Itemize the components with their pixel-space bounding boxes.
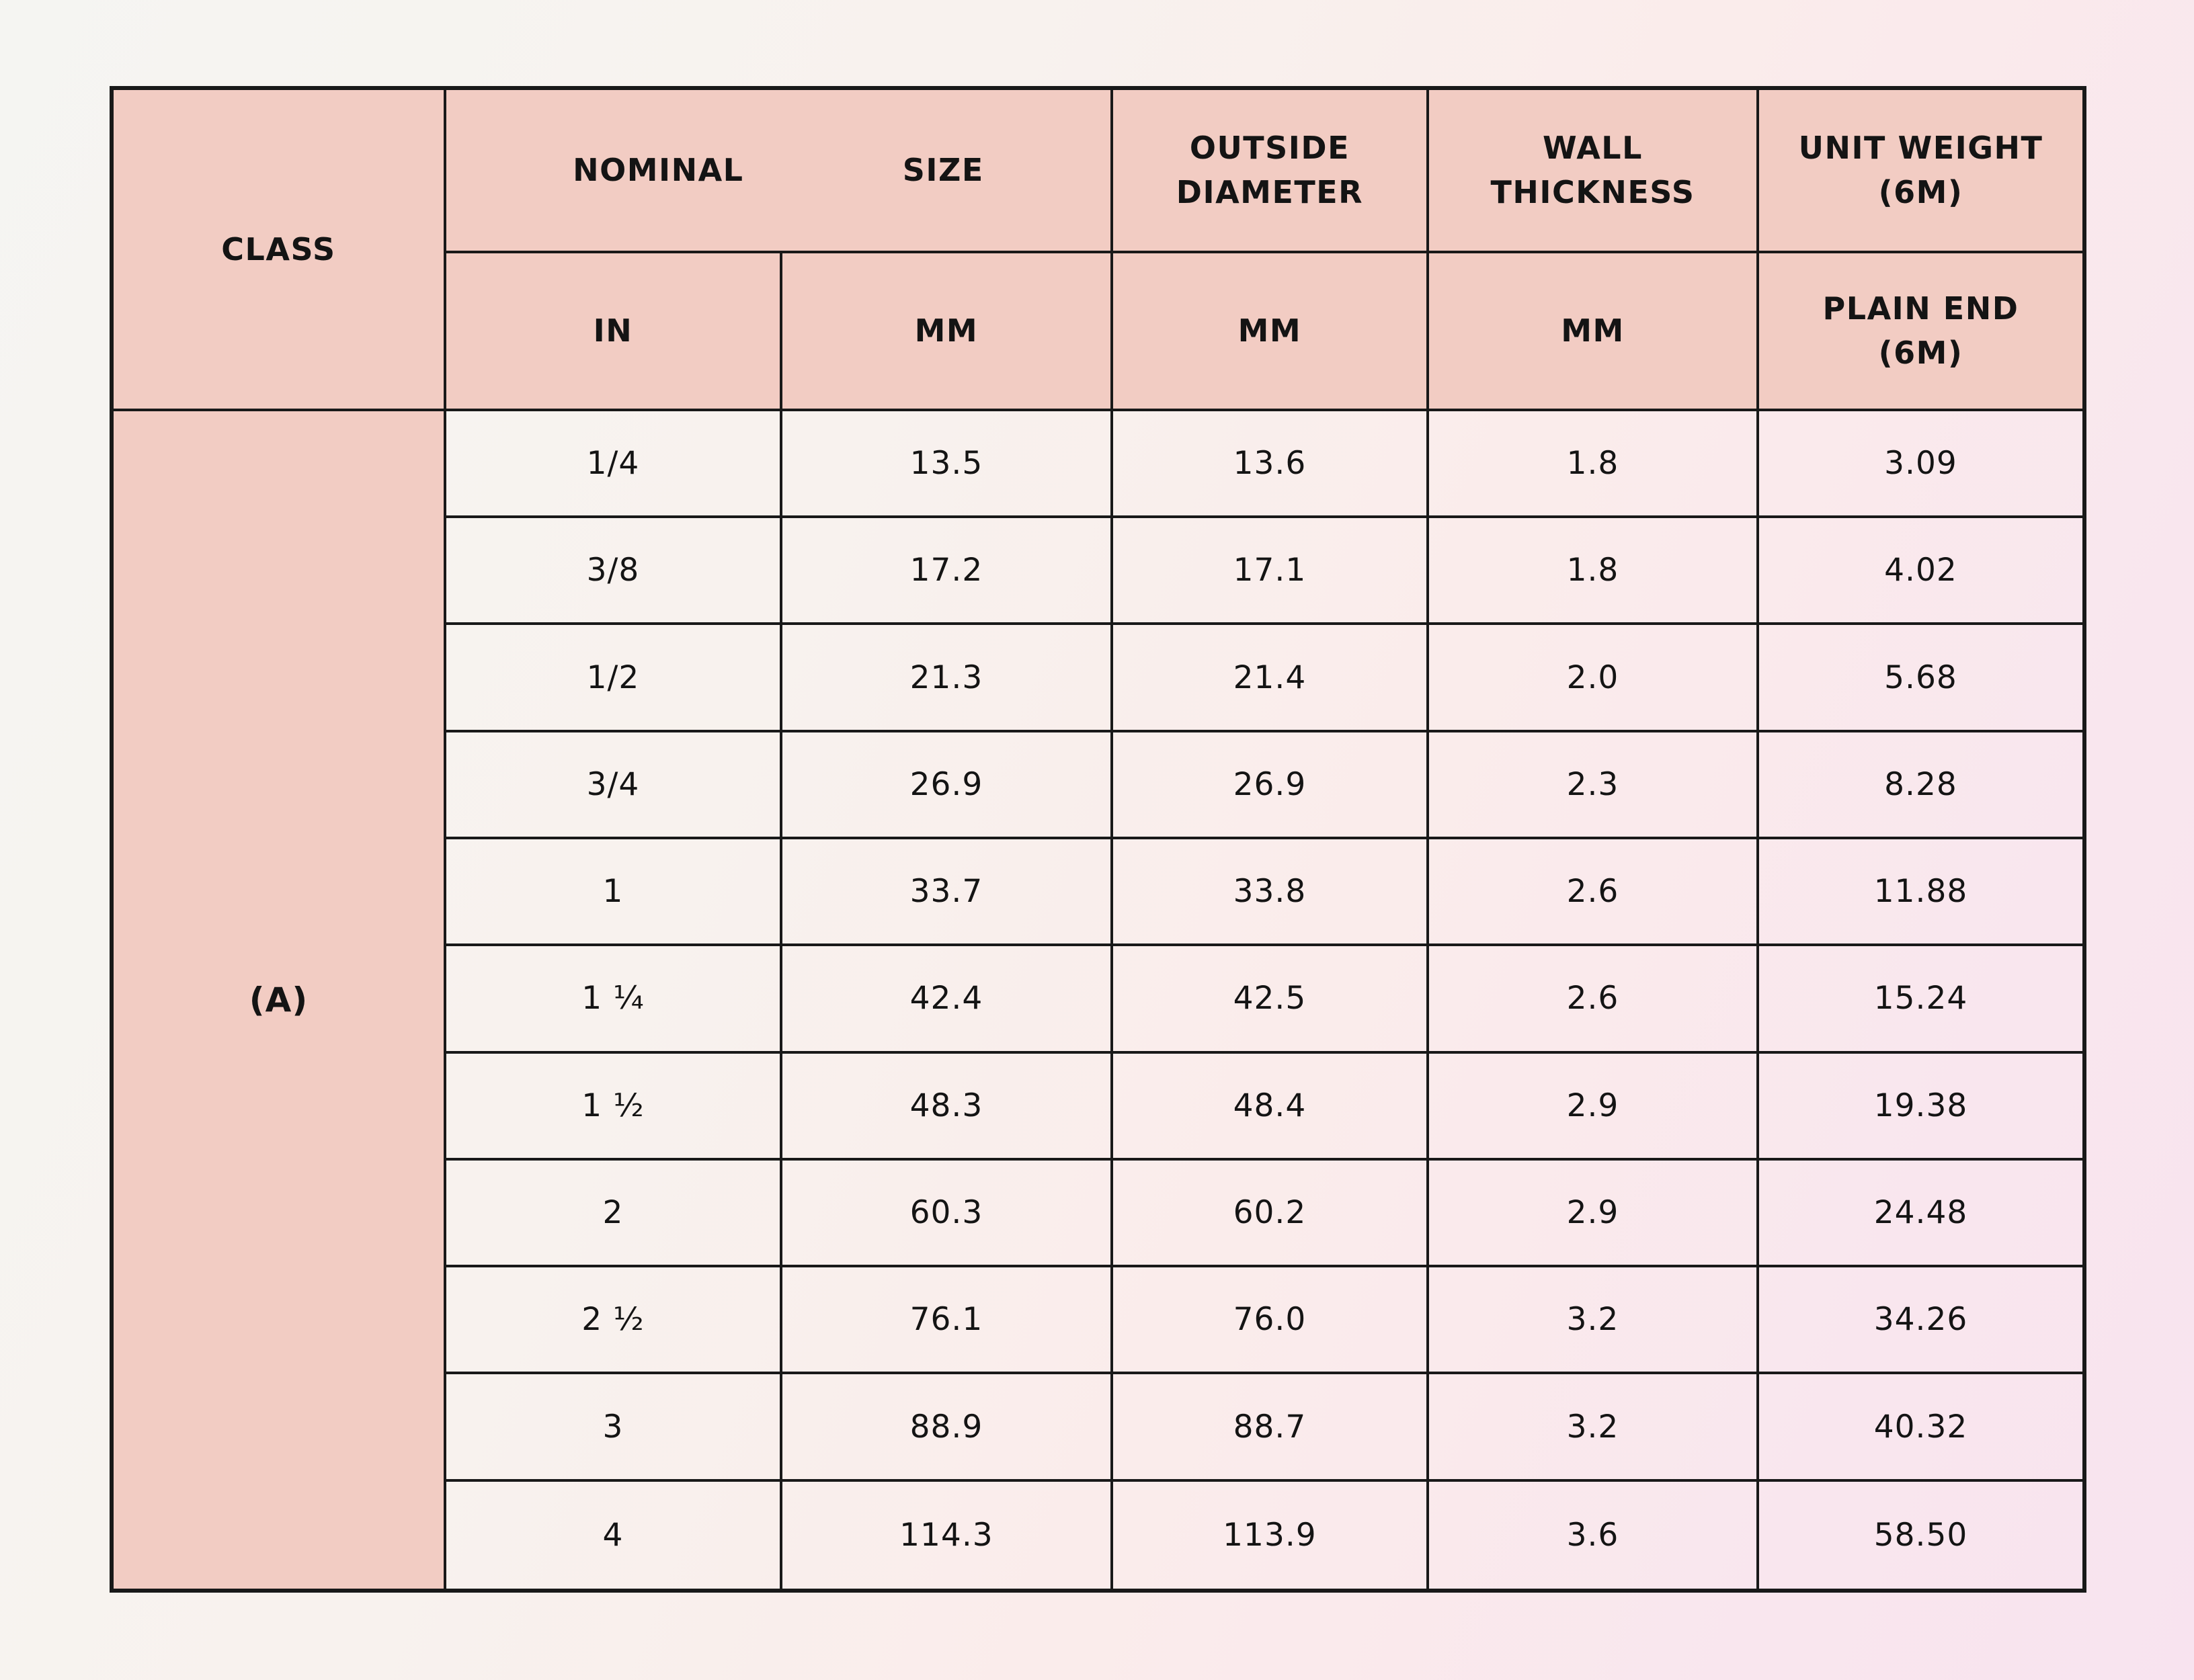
- cell-wall-row4: 2.3: [1428, 732, 1759, 839]
- pipe-spec-table: CLASS NOMINAL SIZE OUTSIDE DIAMETER WALL…: [110, 86, 2086, 1593]
- class-value-cell: (A): [114, 411, 446, 1589]
- subheader-plain-end: PLAIN END (6M): [1758, 253, 2082, 411]
- cell-in-row2: 3/8: [446, 518, 782, 626]
- header-outside-diameter-line1: OUTSIDE: [1189, 129, 1350, 166]
- cell-wall-row1: 1.8: [1428, 411, 1759, 519]
- cell-weight-row11: 58.50: [1873, 1516, 1968, 1554]
- cell-od-row3: 21.4: [1112, 625, 1429, 732]
- cell-in-row8: 2: [446, 1160, 782, 1268]
- header-outside-diameter: OUTSIDE DIAMETER: [1112, 90, 1429, 253]
- header-wall-thickness-line1: WALL: [1543, 129, 1643, 166]
- cell-in-row11: 4: [446, 1481, 782, 1589]
- cell-od-row10: 88.7: [1112, 1374, 1429, 1482]
- cell-weight-row9: 34.26: [1758, 1267, 2082, 1375]
- cell-wall-row10: 3.2: [1428, 1374, 1759, 1482]
- cell-weight-row3: 5.68: [1758, 625, 2082, 732]
- cell-od-row1: 13.6: [1112, 411, 1429, 519]
- subheader-mm-nominal: MM: [782, 253, 1113, 411]
- cell-od-row4: 26.9: [1112, 732, 1429, 839]
- cell-in-row4: 3/4: [446, 732, 782, 839]
- cell-mm-row5: 33.7: [782, 839, 1113, 947]
- cell-od-row6: 42.5: [1112, 946, 1429, 1054]
- cell-mm-row3: 21.3: [782, 625, 1113, 732]
- cell-mm-row6: 42.4: [782, 946, 1113, 1054]
- cell-weight-row10: 40.32: [1758, 1374, 2082, 1482]
- cell-mm-row9: 76.1: [782, 1267, 1113, 1375]
- cell-mm-row11: 114.3: [782, 1481, 1113, 1589]
- header-outside-diameter-line2: DIAMETER: [1176, 174, 1364, 211]
- cell-wall-row9: 3.2: [1428, 1267, 1759, 1375]
- header-unit-weight-line2: (6M): [1878, 174, 1963, 211]
- subheader-in-label: IN: [593, 312, 633, 349]
- cell-in-row3: 1/2: [446, 625, 782, 732]
- cell-wall-row7: 2.9: [1428, 1053, 1759, 1161]
- subheader-mm-outside-diameter: MM: [1112, 253, 1429, 411]
- cell-wall-row2: 1.8: [1428, 518, 1759, 626]
- header-wall-thickness-line2: THICKNESS: [1490, 174, 1695, 211]
- header-nominal-size: NOMINAL SIZE: [446, 90, 1113, 253]
- header-class: CLASS: [114, 90, 446, 411]
- subheader-mm-nominal-label: MM: [914, 312, 979, 349]
- cell-wall-row5: 2.6: [1428, 839, 1759, 947]
- cell-weight-row4: 8.28: [1758, 732, 2082, 839]
- subheader-plain-end-line1: PLAIN END: [1822, 290, 2019, 327]
- cell-weight-row5: 11.88: [1758, 839, 2082, 947]
- cell-in-row6: 1 ¼: [446, 946, 782, 1054]
- cell-od-row11: 113.9: [1113, 1481, 1429, 1589]
- header-unit-weight: UNIT WEIGHT (6M): [1758, 90, 2082, 253]
- cell-wall-row8: 2.9: [1428, 1160, 1759, 1268]
- cell-mm-row7: 48.3: [782, 1053, 1113, 1161]
- cell-in-row9: 2 ½: [446, 1267, 782, 1375]
- cell-weight-row7: 19.38: [1758, 1054, 2082, 1161]
- cell-od-row9: 76.0: [1112, 1267, 1429, 1375]
- cell-mm-row1: 13.5: [782, 411, 1113, 519]
- class-value-label: (A): [249, 980, 309, 1019]
- header-class-label: CLASS: [221, 230, 336, 267]
- cell-in-row1: 1/4: [446, 411, 782, 519]
- cell-in-row5: 1: [446, 839, 782, 947]
- cell-mm-row10: 88.9: [782, 1374, 1113, 1482]
- cell-weight-row6: 15.24: [1758, 946, 2082, 1054]
- subheader-mm-wall-label: MM: [1561, 312, 1625, 349]
- subheader-mm-wall-thickness: MM: [1428, 253, 1759, 411]
- cell-weight-row2: 4.02: [1758, 518, 2082, 626]
- subheader-in: IN: [446, 253, 782, 411]
- cell-weight-row1: 3.09: [1758, 411, 2082, 519]
- cell-wall-row3: 2.0: [1428, 625, 1759, 732]
- subheader-mm-od-label: MM: [1237, 312, 1302, 349]
- cell-wall-row11: 3.6: [1429, 1481, 1759, 1589]
- cell-mm-row8: 60.3: [782, 1160, 1113, 1268]
- cell-wall-row6: 2.6: [1428, 946, 1759, 1054]
- cell-od-row8: 60.2: [1112, 1160, 1429, 1268]
- cell-od-row5: 33.8: [1112, 839, 1429, 947]
- cell-in-row10: 3: [446, 1374, 782, 1482]
- header-wall-thickness: WALL THICKNESS: [1428, 90, 1759, 253]
- cell-mm-row2: 17.2: [782, 518, 1113, 626]
- cell-mm-row4: 26.9: [782, 732, 1113, 839]
- cell-od-row2: 17.1: [1112, 518, 1429, 626]
- subheader-plain-end-line2: (6M): [1878, 335, 1963, 372]
- cell-in-row7: 1 ½: [446, 1053, 782, 1161]
- cell-weight-row8: 24.48: [1758, 1161, 2082, 1268]
- header-size-word: SIZE: [902, 152, 984, 189]
- header-unit-weight-line1: UNIT WEIGHT: [1798, 129, 2043, 166]
- header-nominal-word: NOMINAL: [573, 152, 744, 189]
- cell-od-row7: 48.4: [1112, 1053, 1429, 1161]
